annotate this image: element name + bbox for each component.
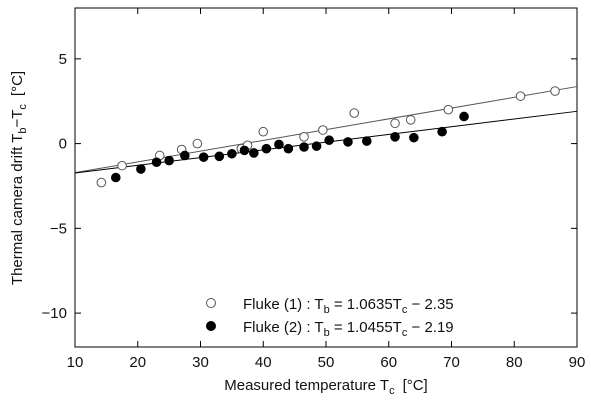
data-point-series-1 [406,116,415,125]
data-point-series-2 [137,165,146,174]
data-point-series-2 [284,144,293,153]
x-tick-label: 70 [443,354,460,371]
data-point-series-1 [516,92,525,101]
x-tick-label: 40 [255,354,272,371]
y-axis-label: Thermal camera drift Tb−Tc[°C] [9,71,29,285]
x-axis-label: Measured temperature Tc [°C] [224,377,427,397]
data-point-series-2 [275,140,284,149]
data-point-series-2 [325,136,334,145]
data-point-series-1 [350,109,359,118]
x-tick-label: 90 [569,354,586,371]
x-tick-label: 10 [67,354,84,371]
axis-ticks: 10 20 30 40 50 60 70 80 90 −10 −5 0 5 [42,8,586,371]
data-point-series-2 [199,153,208,162]
data-point-series-1 [118,161,127,170]
data-point-series-2 [250,149,259,158]
data-point-series-2 [312,142,321,151]
data-point-series-2 [344,138,353,147]
y-tick-label: 0 [59,136,67,153]
plot-frame [75,8,577,347]
data-point-series-2 [228,149,237,158]
data-point-series-1 [551,87,560,96]
legend-label-fluke-2: Fluke (2) : Tb = 1.0455Tc − 2.19 [243,319,454,339]
data-point-series-2 [438,127,447,136]
data-point-series-2 [262,144,271,153]
x-tick-label: 50 [318,354,335,371]
x-tick-label: 60 [380,354,397,371]
data-point-series-2 [410,133,419,142]
data-point-series-2 [300,143,309,152]
data-point-series-1 [319,126,328,135]
data-point-series-1 [259,127,268,136]
data-point-series-1 [444,105,453,114]
y-tick-label: −10 [42,305,67,322]
y-tick-label: 5 [59,51,67,68]
data-point-series-1 [193,139,202,148]
data-point-series-2 [165,156,174,165]
data-point-series-1 [391,119,400,128]
x-tick-label: 20 [129,354,146,371]
data-point-series-2 [460,112,469,121]
data-point-series-1 [97,178,106,187]
legend-label-fluke-1: Fluke (1) : Tb = 1.0635Tc − 2.35 [243,296,454,316]
data-point-series-2 [181,151,190,160]
x-tick-label: 80 [506,354,523,371]
x-tick-label: 30 [192,354,209,371]
legend-marker-fluke-1 [207,299,216,308]
data-point-series-2 [240,146,249,155]
y-tick-label: −5 [50,220,67,237]
data-point-series-2 [362,137,371,146]
data-point-series-2 [111,173,120,182]
legend: Fluke (1) : Tb = 1.0635Tc − 2.35 Fluke (… [207,296,454,339]
data-point-series-2 [215,152,224,161]
data-point-series-2 [391,133,400,142]
data-point-series-2 [152,158,161,167]
legend-marker-fluke-2 [207,322,216,331]
data-point-series-1 [300,133,309,142]
